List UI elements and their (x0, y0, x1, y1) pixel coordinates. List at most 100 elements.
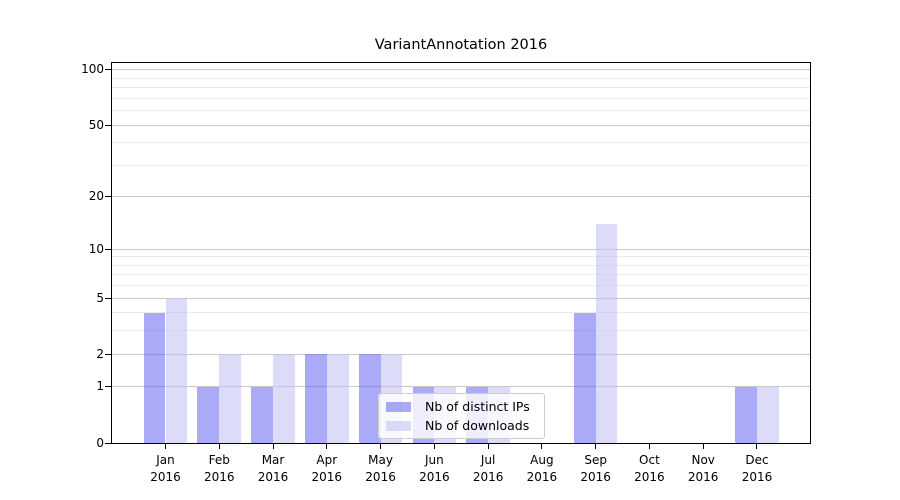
x-tick-year: 2016 (580, 469, 611, 484)
major-gridline (112, 386, 810, 388)
minor-gridline (112, 264, 810, 266)
bar-distinct-ips (251, 386, 274, 443)
x-tick-year: 2016 (203, 469, 235, 484)
y-tick-label: 50 (88, 117, 104, 132)
y-tick-mark (105, 248, 111, 250)
x-tick-label: Feb 2016 (187, 452, 251, 485)
x-tick-month: Jan (156, 453, 175, 467)
x-tick-year: 2016 (311, 469, 343, 484)
x-tick-mark (272, 444, 274, 449)
bar-downloads (219, 354, 242, 443)
bar-downloads (756, 386, 779, 443)
legend-swatch-distinct-ips (386, 401, 411, 412)
minor-gridline (112, 142, 810, 144)
y-tick-label: 0 (96, 435, 104, 450)
minor-gridline (112, 110, 810, 112)
x-tick-year: 2016 (687, 469, 719, 484)
x-tick-label: Oct 2016 (617, 452, 681, 485)
x-tick-label: Apr 2016 (295, 452, 359, 485)
x-tick-year: 2016 (741, 469, 773, 484)
minor-gridline (112, 97, 810, 99)
bar-distinct-ips (305, 354, 327, 443)
minor-gridline (112, 87, 810, 89)
x-tick-month: Apr (316, 453, 338, 467)
x-tick-month: Oct (639, 453, 660, 467)
legend-item: Nb of downloads (386, 417, 544, 434)
x-tick-year: 2016 (365, 469, 396, 484)
bar-downloads (165, 298, 188, 443)
x-tick-year: 2016 (472, 469, 504, 484)
x-tick-label: May 2016 (349, 452, 413, 485)
major-gridline (112, 196, 810, 198)
major-gridline (112, 124, 810, 126)
x-tick-mark (541, 444, 543, 449)
legend-swatch-downloads (386, 420, 411, 431)
minor-gridline (112, 164, 810, 166)
y-tick-mark (105, 297, 111, 299)
minor-gridline (112, 285, 810, 287)
y-tick-label: 2 (96, 346, 104, 361)
x-tick-month: Mar (261, 453, 285, 467)
x-tick-year: 2016 (257, 469, 289, 484)
legend-item: Nb of distinct IPs (386, 398, 544, 415)
minor-gridline (112, 256, 810, 258)
y-tick-label: 10 (88, 241, 104, 256)
major-gridline (112, 297, 810, 299)
x-tick-mark (756, 444, 758, 449)
legend: Nb of distinct IPs Nb of downloads (378, 393, 545, 439)
minor-gridline (112, 330, 810, 332)
major-gridline (112, 69, 810, 71)
chart-title: VariantAnnotation 2016 (374, 37, 548, 53)
x-tick-mark (648, 444, 650, 449)
y-tick-mark (105, 69, 111, 71)
bar-distinct-ips (358, 354, 381, 443)
bar-distinct-ips (143, 312, 166, 443)
x-tick-month: Jun (424, 453, 444, 467)
x-tick-month: Nov (691, 453, 715, 467)
y-tick-label: 1 (96, 379, 104, 394)
x-tick-year: 2016 (634, 469, 665, 484)
x-tick-label: Mar 2016 (241, 452, 305, 485)
y-tick-mark (105, 442, 111, 444)
x-tick-mark (702, 444, 704, 449)
x-tick-label: Dec 2016 (725, 452, 789, 485)
x-tick-year: 2016 (150, 469, 181, 484)
x-tick-month: Aug (530, 453, 554, 467)
x-tick-mark (165, 444, 166, 449)
x-tick-month: Feb (208, 453, 230, 467)
x-tick-label: Nov 2016 (671, 452, 735, 485)
x-tick-mark (487, 444, 489, 449)
y-tick-mark (105, 386, 111, 388)
x-tick-mark (595, 444, 597, 449)
minor-gridline (112, 312, 810, 314)
x-tick-label: Jul 2016 (456, 452, 520, 485)
major-gridline (112, 353, 810, 355)
x-tick-mark (326, 444, 328, 449)
y-tick-label: 20 (88, 189, 104, 204)
y-tick-label: 100 (81, 62, 104, 77)
bar-downloads (326, 354, 349, 443)
x-tick-month: May (368, 453, 393, 467)
plot-area (111, 62, 811, 444)
legend-label: Nb of downloads (425, 418, 530, 433)
x-tick-month: Dec (745, 453, 769, 467)
y-tick-mark (105, 353, 111, 355)
x-tick-mark (380, 444, 382, 449)
bar-distinct-ips (735, 386, 757, 443)
bar-downloads (595, 224, 618, 443)
x-tick-mark (433, 444, 435, 449)
bar-distinct-ips (573, 312, 596, 443)
minor-gridline (112, 274, 810, 276)
x-tick-month: Sep (584, 453, 607, 467)
y-tick-mark (105, 124, 111, 126)
x-tick-year: 2016 (526, 469, 558, 484)
x-tick-label: Jun 2016 (402, 452, 466, 485)
y-tick-label: 5 (96, 290, 104, 305)
major-gridline (112, 248, 810, 250)
y-tick-mark (105, 196, 111, 198)
x-tick-month: Jul (480, 453, 496, 467)
x-tick-label: Jan 2016 (134, 452, 198, 485)
minor-gridline (112, 77, 810, 79)
legend-label: Nb of distinct IPs (425, 399, 530, 414)
